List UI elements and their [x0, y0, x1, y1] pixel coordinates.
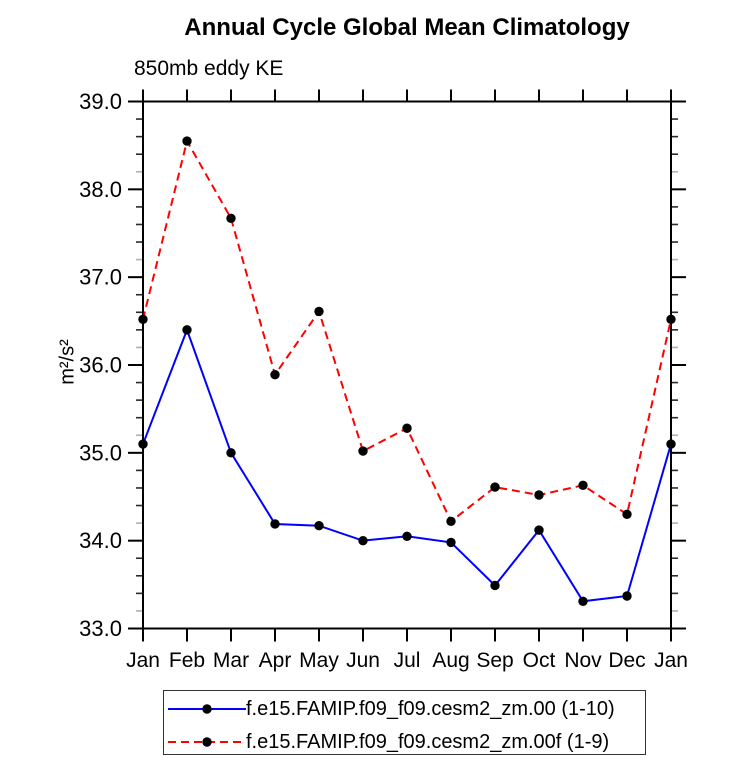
legend-label-series-1: f.e15.FAMIP.f09_f09.cesm2_zm.00f (1-9)	[246, 731, 610, 753]
data-point-marker	[226, 448, 236, 458]
x-axis-month-label: Mar	[213, 649, 249, 672]
data-point-marker	[138, 439, 148, 449]
y-axis-tick-label: 33.0	[79, 616, 122, 641]
data-point-marker	[358, 535, 368, 546]
y-axis-tick-label: 35.0	[79, 440, 122, 465]
legend-line-sample-dashed	[168, 737, 246, 747]
legend-row-series-0: f.e15.FAMIP.f09_f09.cesm2_zm.00 (1-10)	[164, 697, 645, 721]
y-axis-tick-label: 36.0	[79, 353, 122, 378]
data-point-marker	[226, 213, 236, 224]
plot-frame	[142, 100, 672, 630]
data-point-marker	[490, 482, 500, 492]
data-point-marker	[622, 591, 632, 601]
legend-line-sample-solid	[168, 704, 246, 714]
data-point-marker	[534, 525, 544, 535]
x-axis-month-label: Sep	[476, 649, 513, 672]
data-point-marker	[666, 314, 676, 325]
data-point-marker	[490, 580, 500, 591]
x-axis-month-label: Jul	[394, 649, 421, 672]
data-point-marker	[182, 136, 192, 146]
y-axis-tick-label: 34.0	[79, 528, 122, 553]
data-point-marker	[402, 531, 412, 541]
legend-row-series-1: f.e15.FAMIP.f09_f09.cesm2_zm.00f (1-9)	[164, 730, 645, 754]
x-axis-month-label: Apr	[259, 649, 292, 672]
data-point-marker	[446, 537, 456, 548]
data-point-marker	[270, 369, 280, 380]
data-point-marker	[446, 516, 456, 527]
data-point-marker	[578, 480, 588, 491]
chart-subtitle: 850mb eddy KE	[134, 57, 284, 80]
x-axis-month-label: Jun	[346, 649, 380, 672]
x-axis-month-label: Aug	[432, 649, 469, 672]
data-point-marker	[314, 521, 324, 531]
data-point-marker	[314, 306, 324, 317]
data-point-marker	[138, 314, 148, 325]
x-axis-month-label: Oct	[523, 649, 556, 672]
x-axis-month-label: Dec	[608, 649, 645, 672]
y-axis-tick-label: 37.0	[79, 265, 122, 290]
data-point-marker	[402, 423, 412, 433]
series-line-1	[142, 138, 672, 523]
data-point-marker	[622, 509, 632, 520]
legend-sample-marker-icon	[202, 704, 212, 714]
data-point-marker	[270, 519, 280, 529]
x-axis-month-label: Jan	[126, 649, 160, 672]
legend-box: f.e15.FAMIP.f09_f09.cesm2_zm.00 (1-10) f…	[163, 690, 646, 755]
data-point-marker	[358, 446, 368, 456]
legend-sample-marker-icon	[202, 737, 212, 747]
data-point-marker	[578, 596, 588, 606]
data-point-marker	[182, 325, 192, 335]
data-point-marker	[666, 439, 676, 449]
x-axis-month-label: Nov	[564, 649, 602, 672]
x-axis-month-label: Jan	[654, 649, 688, 672]
y-axis-tick-label: 38.0	[79, 177, 122, 202]
series-line-0	[142, 326, 672, 603]
x-axis-month-label: May	[299, 649, 339, 672]
x-axis-month-label: Feb	[169, 649, 205, 672]
y-axis-tick-label: 39.0	[79, 89, 122, 114]
legend-label-series-0: f.e15.FAMIP.f09_f09.cesm2_zm.00 (1-10)	[246, 698, 615, 720]
chart-title: Annual Cycle Global Mean Climatology	[184, 14, 630, 41]
data-point-marker	[534, 490, 544, 500]
